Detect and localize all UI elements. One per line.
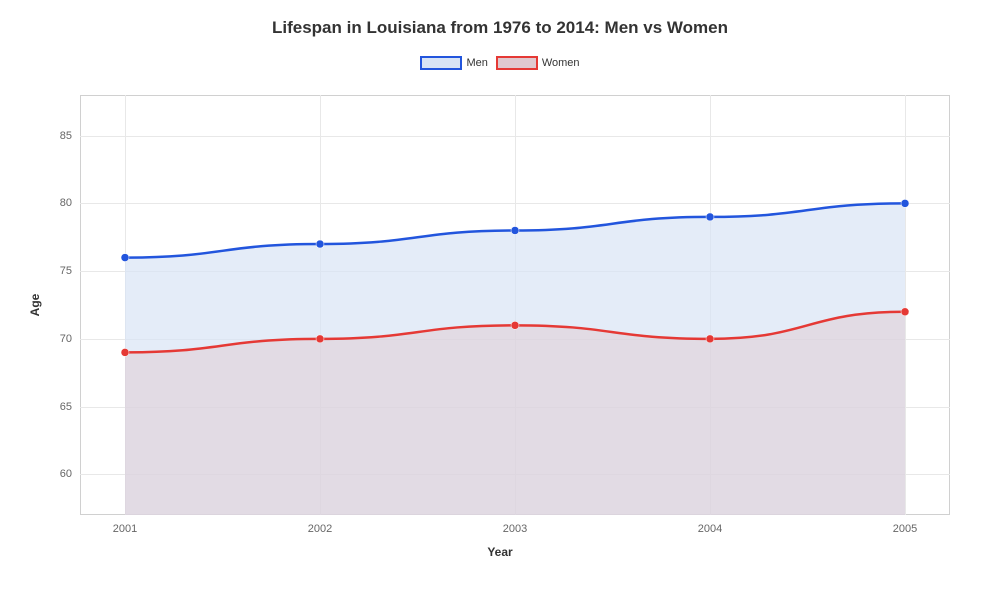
x-tick-label: 2004	[698, 523, 722, 535]
y-axis-title: Age	[28, 294, 42, 317]
data-point-men	[706, 213, 714, 221]
x-tick-label: 2003	[503, 523, 527, 535]
legend-item-women: Women	[496, 56, 580, 70]
legend-swatch-men	[420, 56, 462, 70]
data-point-men	[316, 240, 324, 248]
data-point-men	[901, 199, 909, 207]
y-tick-label: 75	[42, 265, 72, 277]
legend-label-men: Men	[466, 57, 487, 69]
x-tick-label: 2002	[308, 523, 332, 535]
y-tick-label: 70	[42, 333, 72, 345]
legend-swatch-women	[496, 56, 538, 70]
x-tick-label: 2005	[893, 523, 917, 535]
chart-container: Lifespan in Louisiana from 1976 to 2014:…	[0, 0, 1000, 600]
y-tick-label: 85	[42, 130, 72, 142]
x-tick-label: 2001	[113, 523, 137, 535]
y-tick-label: 65	[42, 401, 72, 413]
x-axis-title: Year	[487, 545, 512, 559]
data-point-women	[901, 308, 909, 316]
y-tick-label: 60	[42, 468, 72, 480]
data-point-women	[121, 348, 129, 356]
data-point-women	[511, 321, 519, 329]
data-point-women	[316, 335, 324, 343]
data-point-men	[121, 254, 129, 262]
legend: Men Women	[0, 56, 1000, 70]
plot-area	[80, 95, 950, 515]
chart-title: Lifespan in Louisiana from 1976 to 2014:…	[0, 0, 1000, 38]
legend-label-women: Women	[542, 57, 580, 69]
y-tick-label: 80	[42, 197, 72, 209]
data-point-women	[706, 335, 714, 343]
data-point-men	[511, 226, 519, 234]
chart-svg	[80, 95, 950, 515]
legend-item-men: Men	[420, 56, 487, 70]
